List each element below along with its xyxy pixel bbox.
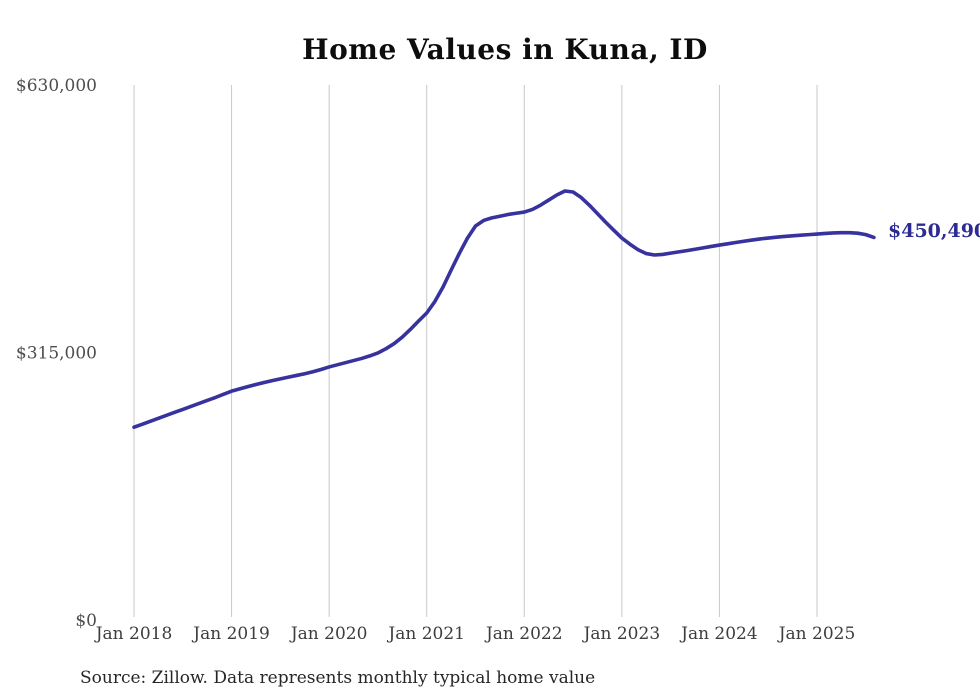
x-tick-label: Jan 2019 [191, 624, 270, 644]
chart-title: Home Values in Kuna, ID [302, 33, 708, 66]
y-tick-label: $0 [75, 611, 97, 631]
x-tick-label: Jan 2023 [582, 624, 661, 644]
y-tick-label: $315,000 [16, 344, 97, 364]
x-tick-label: Jan 2021 [386, 624, 465, 644]
x-tick-label: Jan 2025 [777, 624, 856, 644]
x-tick-label: Jan 2020 [289, 624, 368, 644]
x-tick-label: Jan 2018 [94, 624, 173, 644]
latest-value-label: $450,490 [888, 220, 980, 242]
source-note: Source: Zillow. Data represents monthly … [80, 668, 596, 688]
x-tick-label: Jan 2022 [484, 624, 563, 644]
y-tick-label: $630,000 [16, 76, 97, 96]
x-tick-label: Jan 2024 [679, 624, 758, 644]
home-value-line [132, 189, 876, 430]
